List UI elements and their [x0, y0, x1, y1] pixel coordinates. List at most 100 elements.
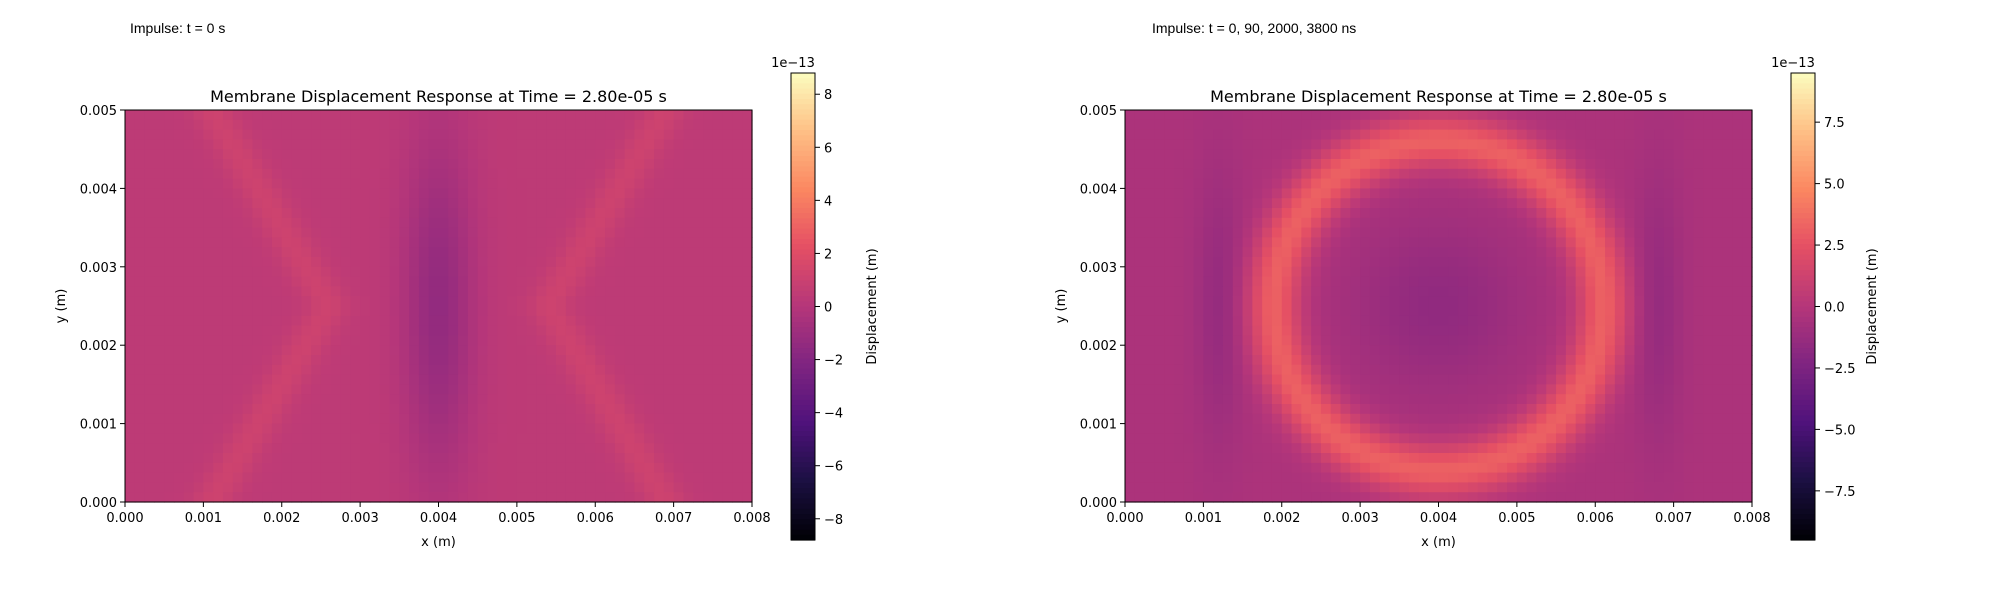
- heatmap-cell: [252, 413, 263, 425]
- heatmap-cell: [605, 453, 616, 464]
- heatmap-cell: [1536, 247, 1547, 258]
- heatmap-cell: [1134, 208, 1146, 219]
- heatmap-cell: [1330, 149, 1342, 160]
- heatmap-cell: [1507, 306, 1518, 317]
- heatmap-cell: [428, 492, 440, 503]
- heatmap-cell: [340, 384, 351, 395]
- heatmap-cell: [1291, 413, 1302, 425]
- heatmap-cell: [1144, 413, 1155, 425]
- heatmap-cell: [1487, 364, 1498, 376]
- heatmap-cell: [311, 492, 322, 503]
- heatmap-cell: [1575, 257, 1587, 268]
- heatmap-cell: [448, 296, 459, 307]
- heatmap-cell: [1409, 237, 1420, 248]
- heatmap-cell: [722, 394, 734, 405]
- heatmap-cell: [183, 217, 195, 229]
- heatmap-cell: [546, 217, 557, 229]
- colorbar-step: [791, 239, 815, 245]
- heatmap-cell: [193, 159, 204, 170]
- heatmap-cell: [565, 306, 577, 317]
- heatmap-cell: [1193, 413, 1204, 425]
- heatmap-cell: [144, 306, 155, 317]
- colorbar-step: [791, 534, 815, 541]
- heatmap-cell: [1203, 443, 1214, 454]
- heatmap-cell: [516, 325, 528, 336]
- heatmap-cell: [242, 296, 253, 307]
- heatmap-cell: [1350, 335, 1361, 346]
- heatmap-cell: [1193, 335, 1204, 346]
- heatmap-cell: [1585, 247, 1596, 258]
- heatmap-cell: [1614, 276, 1626, 287]
- heatmap-cell: [595, 374, 606, 385]
- heatmap-cell: [428, 462, 440, 474]
- heatmap-cell: [516, 355, 528, 366]
- heatmap-cell: [399, 208, 410, 219]
- heatmap-cell: [350, 482, 361, 493]
- heatmap-cell: [1477, 364, 1489, 376]
- heatmap-cell: [1565, 315, 1577, 327]
- heatmap-cell: [340, 433, 351, 444]
- heatmap-cell: [654, 208, 665, 219]
- heatmap-cell: [1536, 227, 1547, 238]
- heatmap-cell: [438, 325, 449, 336]
- heatmap-cell: [409, 384, 420, 395]
- heatmap-cell: [1369, 413, 1381, 425]
- heatmap-cell: [281, 149, 293, 160]
- heatmap-cell: [1125, 208, 1136, 219]
- heatmap-cell: [1281, 286, 1293, 297]
- heatmap-cell: [350, 276, 361, 287]
- heatmap-cell: [1438, 188, 1449, 199]
- heatmap-cell: [1409, 453, 1420, 464]
- heatmap-cell: [183, 227, 195, 238]
- heatmap-cell: [203, 296, 214, 307]
- heatmap-cell: [1605, 208, 1616, 219]
- heatmap-cell: [1311, 482, 1322, 493]
- heatmap-cell: [1428, 462, 1440, 474]
- heatmap-cell: [585, 306, 596, 317]
- heatmap-cell: [350, 453, 361, 464]
- heatmap-cell: [1213, 159, 1224, 170]
- heatmap-cell: [1271, 482, 1283, 493]
- heatmap-cell: [1154, 257, 1165, 268]
- heatmap-cell: [742, 462, 753, 474]
- heatmap-cell: [330, 433, 342, 444]
- heatmap-cell: [301, 364, 312, 376]
- heatmap-cell: [213, 374, 224, 385]
- heatmap-cell: [467, 247, 479, 258]
- heatmap-cell: [1350, 443, 1361, 454]
- heatmap-cell: [654, 355, 665, 366]
- heatmap-cell: [487, 257, 498, 268]
- heatmap-cell: [712, 110, 724, 121]
- heatmap-cell: [360, 364, 371, 376]
- heatmap-cell: [1222, 404, 1234, 415]
- heatmap-cell: [1448, 423, 1459, 434]
- heatmap-cell: [1213, 482, 1224, 493]
- heatmap-cell: [340, 286, 351, 297]
- heatmap-cell: [1487, 394, 1498, 405]
- heatmap-cell: [1663, 355, 1675, 366]
- heatmap-cell: [193, 178, 204, 189]
- heatmap-cell: [1477, 315, 1489, 327]
- heatmap-cell: [1556, 492, 1567, 503]
- heatmap-cell: [497, 227, 508, 238]
- heatmap-cell: [1242, 257, 1253, 268]
- heatmap-cell: [1448, 364, 1459, 376]
- heatmap-cell: [683, 257, 694, 268]
- heatmap-cell: [477, 237, 489, 248]
- heatmap-cell: [605, 404, 616, 415]
- heatmap-cell: [516, 198, 528, 209]
- heatmap-cell: [722, 247, 734, 258]
- heatmap-cell: [654, 159, 665, 170]
- heatmap-cell: [1193, 355, 1204, 366]
- heatmap-cell: [1409, 217, 1420, 229]
- heatmap-cell: [1271, 315, 1283, 327]
- x-tick-label: 0.000: [106, 511, 143, 526]
- heatmap-cell: [1291, 364, 1302, 376]
- heatmap-cell: [1399, 335, 1410, 346]
- heatmap-cell: [1585, 433, 1596, 444]
- heatmap-cell: [536, 315, 547, 327]
- heatmap-cell: [673, 110, 685, 121]
- heatmap-cell: [1173, 119, 1185, 131]
- heatmap-cell: [438, 247, 449, 258]
- heatmap-cell: [624, 453, 636, 464]
